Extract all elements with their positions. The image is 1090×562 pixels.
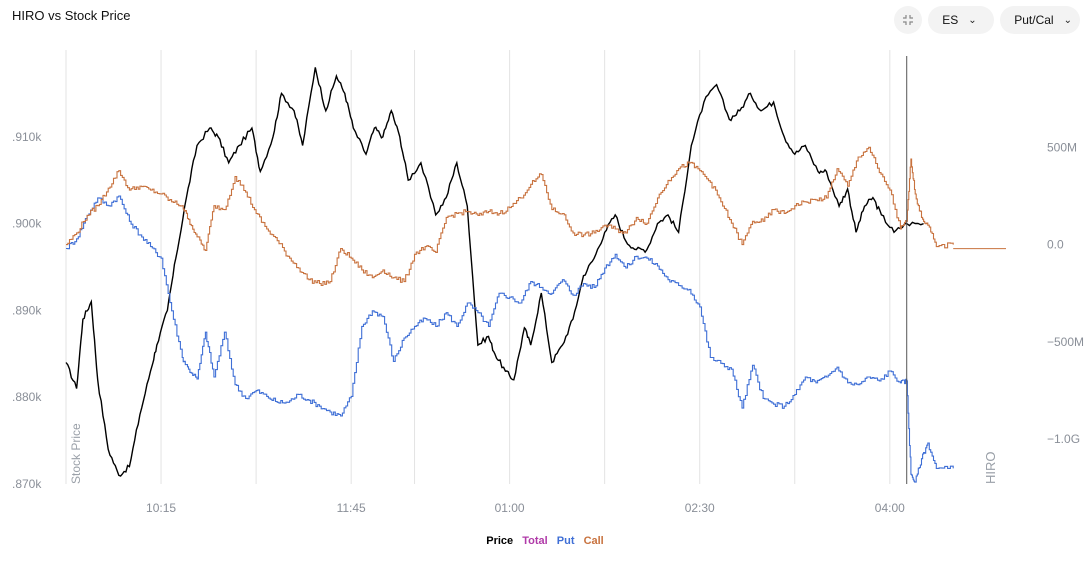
- legend-total[interactable]: Total: [522, 535, 548, 547]
- x-tick-label: 10:15: [146, 501, 176, 515]
- legend: Price Total Put Call: [0, 535, 1090, 547]
- series-price-line: [65, 67, 924, 477]
- y-left-tick-label: .870k: [12, 477, 42, 491]
- y-right-axis-title: HIRO: [983, 452, 998, 485]
- collapse-icon-glyph: [903, 15, 914, 25]
- y-left-tick-label: .880k: [12, 390, 42, 404]
- y-left-axis-title: Stock Price: [69, 423, 83, 484]
- series-put-line: [66, 195, 954, 483]
- x-tick-label: 01:00: [495, 501, 525, 515]
- chevron-down-icon: ⌄: [1063, 14, 1072, 26]
- legend-price[interactable]: Price: [486, 535, 514, 547]
- y-left-tick-label: .910k: [12, 130, 42, 144]
- symbol-select-value: ES: [942, 13, 959, 27]
- collapse-icon[interactable]: [894, 6, 923, 34]
- y-left-tick-label: .890k: [12, 303, 42, 317]
- legend-put[interactable]: Put: [556, 535, 575, 547]
- chevron-down-icon: ⌄: [968, 14, 977, 26]
- chart-controls: ES ⌄ Put/Cal ⌄: [894, 6, 1080, 34]
- y-left-tick-label: .900k: [12, 217, 42, 231]
- series-call-line: [66, 146, 954, 287]
- y-right-tick-label: −500M: [1047, 335, 1084, 349]
- y-right-tick-label: −1.0G: [1047, 432, 1080, 446]
- y-right-tick-label: 0.0: [1047, 238, 1064, 252]
- x-tick-label: 11:45: [337, 501, 366, 515]
- y-right-tick-label: 500M: [1047, 140, 1077, 154]
- legend-call[interactable]: Call: [583, 535, 604, 547]
- mode-select-value: Put/Cal: [1014, 13, 1054, 27]
- symbol-select[interactable]: ES ⌄: [928, 6, 995, 34]
- x-tick-label: 02:30: [685, 501, 715, 515]
- hiro-chart[interactable]: 10:15 11:45 01:00 02:30 04:00 .870k .880k .890k…: [0, 0, 1090, 530]
- mode-select[interactable]: Put/Cal ⌄: [1000, 6, 1080, 34]
- chart-title: HIRO vs Stock Price: [12, 8, 131, 23]
- x-tick-label: 04:00: [875, 501, 905, 515]
